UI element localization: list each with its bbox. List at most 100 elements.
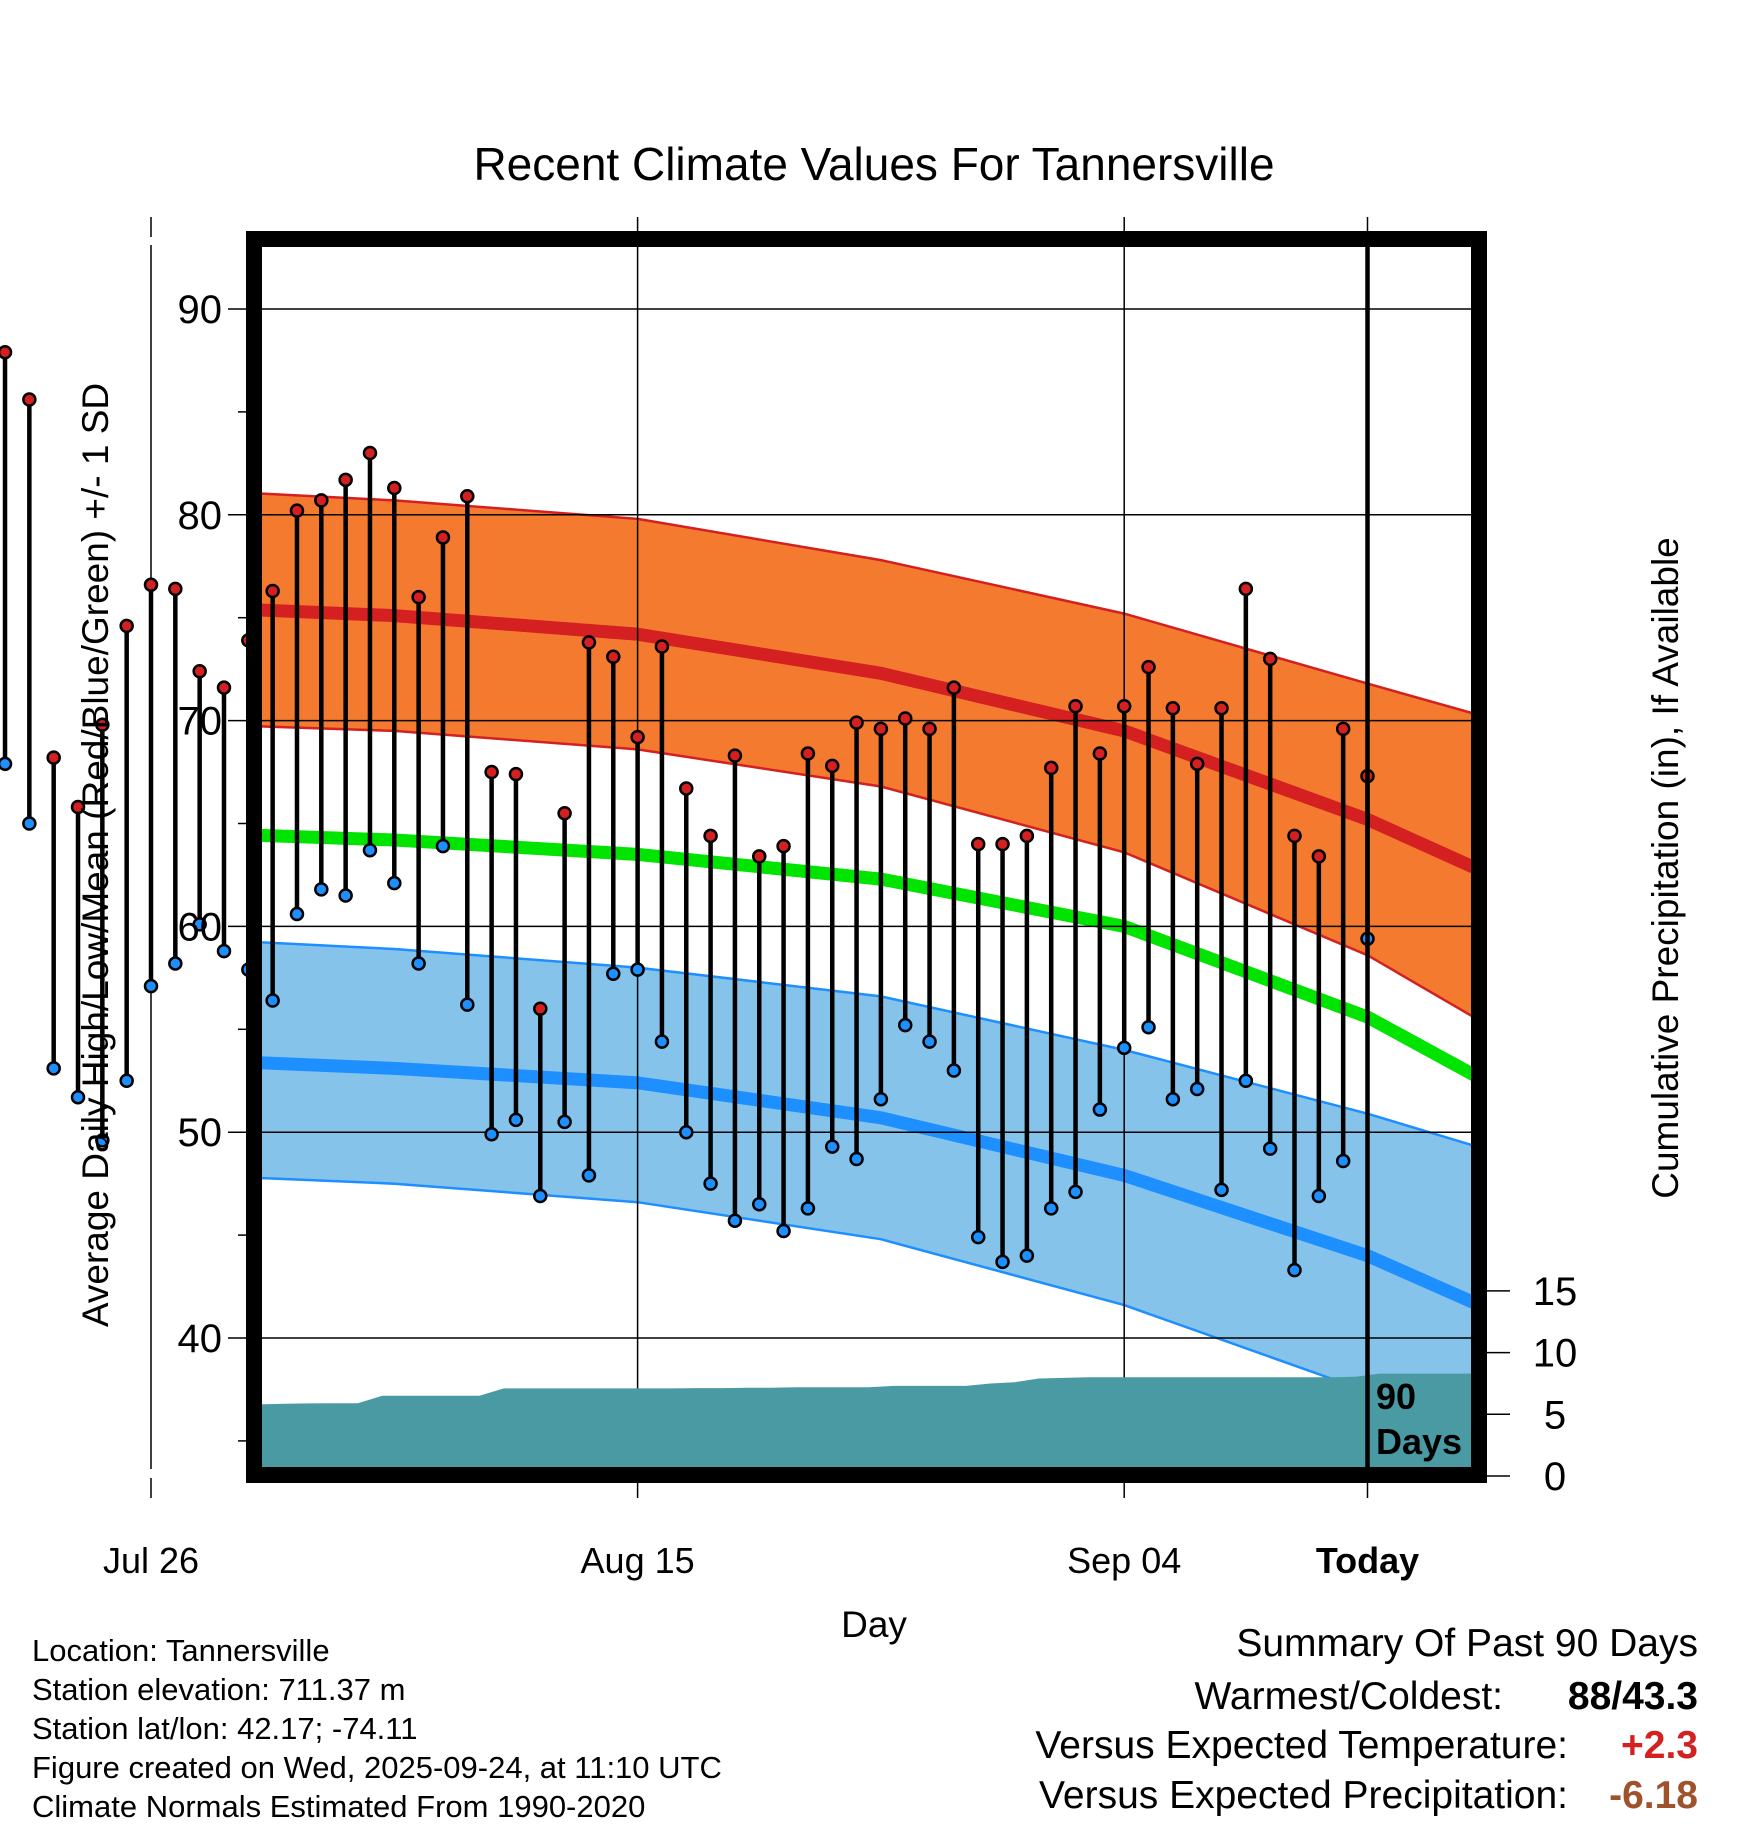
daily-high-point bbox=[168, 581, 183, 597]
daily-high-point bbox=[1262, 651, 1278, 667]
daily-low-point bbox=[557, 1114, 572, 1130]
daily-low-point bbox=[873, 1092, 889, 1107]
daily-low-point bbox=[995, 1254, 1010, 1270]
daily-high-point bbox=[849, 715, 864, 730]
daily-low-point bbox=[265, 993, 280, 1008]
summary-temp-label: Versus Expected Temperature: bbox=[1035, 1724, 1568, 1767]
daily-high-point bbox=[265, 583, 280, 599]
x-axis-label: Day bbox=[841, 1604, 907, 1645]
daily-low-point bbox=[1335, 1153, 1351, 1169]
x-tick-label: Sep 04 bbox=[1067, 1540, 1181, 1581]
footer-location: Location: Tannersville bbox=[32, 1633, 330, 1668]
today-annotation: Days bbox=[1376, 1421, 1462, 1462]
daily-high-point bbox=[946, 680, 962, 695]
daily-low-point bbox=[168, 956, 183, 971]
daily-low-point bbox=[1214, 1182, 1229, 1198]
daily-high-point bbox=[1141, 659, 1156, 675]
daily-low-point bbox=[1092, 1102, 1108, 1117]
daily-low-point bbox=[703, 1176, 718, 1191]
daily-low-point bbox=[1238, 1073, 1254, 1088]
daily-high-point bbox=[143, 577, 159, 593]
daily-high-point bbox=[1019, 828, 1035, 844]
x-tick-label: Aug 15 bbox=[581, 1540, 695, 1581]
daily-low-point bbox=[484, 1127, 499, 1142]
footer-elevation: Station elevation: 711.37 m bbox=[32, 1672, 406, 1707]
daily-high-point bbox=[1043, 760, 1059, 776]
daily-low-point bbox=[411, 956, 426, 971]
daily-high-point bbox=[1092, 746, 1108, 761]
daily-high-point bbox=[606, 649, 621, 665]
precip-layer bbox=[260, 1373, 1473, 1469]
daily-low-point bbox=[533, 1188, 548, 1204]
daily-high-point bbox=[289, 503, 305, 518]
cumulative-precip-area bbox=[260, 1373, 1473, 1469]
daily-low-point bbox=[1141, 1019, 1156, 1035]
daily-high-point bbox=[411, 589, 426, 605]
daily-high-point bbox=[581, 635, 597, 650]
summary-precip-label: Versus Expected Precipitation: bbox=[1039, 1774, 1568, 1817]
daily-high-point bbox=[897, 711, 913, 726]
daily-low-point bbox=[1165, 1092, 1181, 1107]
daily-low-point bbox=[289, 906, 305, 922]
daily-low-point bbox=[460, 997, 475, 1012]
x-tick-label: Jul 26 bbox=[103, 1540, 199, 1581]
daily-high-point bbox=[1238, 581, 1254, 597]
daily-high-point bbox=[1068, 698, 1083, 714]
y-tick-label: 70 bbox=[178, 700, 223, 744]
chart-title: Recent Climate Values For Tannersville bbox=[473, 138, 1274, 190]
daily-high-point bbox=[119, 618, 134, 634]
daily-high-point bbox=[1165, 701, 1181, 716]
daily-high-point bbox=[703, 828, 718, 844]
daily-low-point bbox=[1043, 1201, 1059, 1216]
y-tick-label: 60 bbox=[178, 905, 223, 949]
y-tick-label: 40 bbox=[178, 1317, 223, 1361]
today-annotation: 90 bbox=[1376, 1376, 1416, 1417]
daily-high-point bbox=[654, 639, 670, 654]
daily-low-point bbox=[22, 816, 37, 831]
daily-low-point bbox=[776, 1223, 791, 1239]
daily-low-point bbox=[922, 1034, 937, 1049]
daily-low-point bbox=[897, 1017, 913, 1033]
y2-tick-label: 0 bbox=[1544, 1455, 1566, 1499]
daily-high-point bbox=[922, 721, 937, 737]
daily-high-point bbox=[1189, 756, 1205, 772]
daily-low-point bbox=[314, 882, 329, 897]
daily-low-point bbox=[581, 1168, 597, 1183]
daily-low-point bbox=[1068, 1184, 1083, 1200]
daily-low-point bbox=[70, 1089, 86, 1105]
daily-high-point bbox=[1287, 828, 1302, 844]
daily-high-point bbox=[1311, 849, 1327, 864]
daily-high-point bbox=[338, 472, 353, 488]
summary-precip-value: -6.18 bbox=[1609, 1774, 1698, 1817]
band-layer bbox=[260, 492, 1473, 1442]
daily-high-point bbox=[630, 729, 645, 745]
daily-low-point bbox=[824, 1139, 840, 1154]
daily-low-point bbox=[143, 978, 159, 994]
daily-low-point bbox=[1116, 1040, 1132, 1056]
daily-high-point bbox=[484, 764, 499, 780]
daily-low-point bbox=[946, 1063, 962, 1078]
daily-low-point bbox=[630, 962, 645, 977]
summary-title: Summary Of Past 90 Days bbox=[1236, 1622, 1698, 1665]
plot-frame bbox=[246, 231, 1487, 1483]
daily-high-point bbox=[508, 766, 524, 782]
daily-low-point bbox=[606, 966, 621, 981]
daily-high-point bbox=[557, 805, 572, 821]
daily-low-point bbox=[387, 875, 402, 891]
daily-high-point bbox=[995, 836, 1010, 852]
daily-low-point bbox=[46, 1061, 61, 1076]
daily-high-point bbox=[533, 1001, 548, 1016]
daily-high-point bbox=[22, 392, 37, 407]
daily-low-point bbox=[119, 1073, 134, 1088]
normal-low-line bbox=[260, 1056, 1473, 1310]
footer-latlon: Station lat/lon: 42.17; -74.11 bbox=[32, 1711, 418, 1746]
daily-high-point bbox=[46, 750, 61, 765]
daily-low-point bbox=[970, 1229, 986, 1245]
daily-high-point bbox=[70, 799, 86, 815]
daily-low-point bbox=[1019, 1248, 1035, 1263]
daily-high-point bbox=[752, 849, 767, 864]
daily-high-point bbox=[970, 836, 986, 852]
y2-tick-label: 15 bbox=[1533, 1270, 1578, 1314]
daily-high-point bbox=[727, 748, 743, 763]
